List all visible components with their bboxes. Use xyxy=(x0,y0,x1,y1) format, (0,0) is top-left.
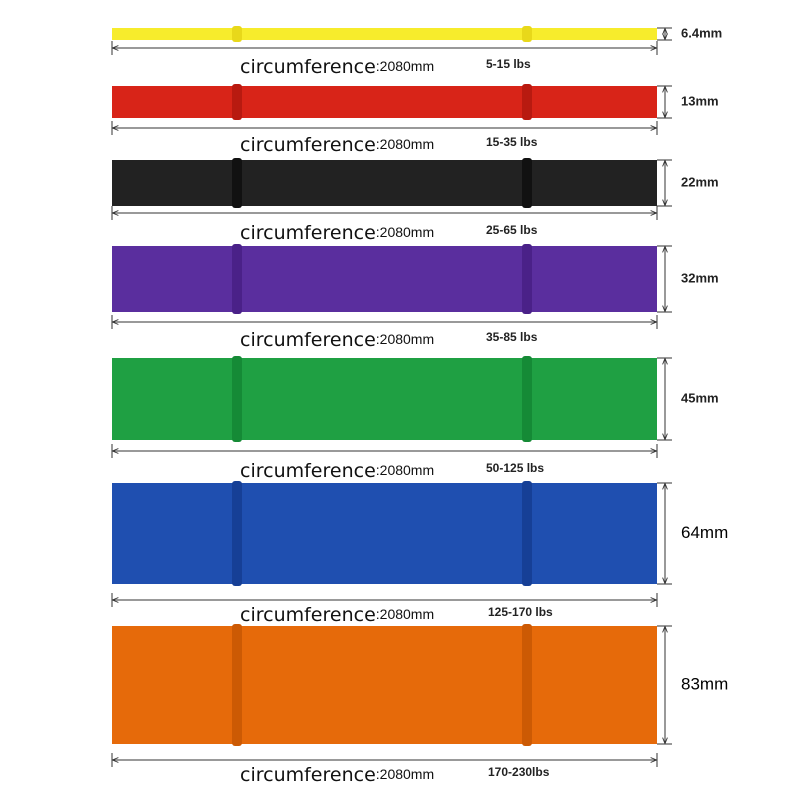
circumference-text: circumference:2080mm xyxy=(240,134,434,156)
band-clasp xyxy=(522,356,532,442)
band-clasp xyxy=(522,158,532,208)
band-clasp xyxy=(232,84,242,120)
band-body xyxy=(112,483,657,584)
band-body xyxy=(112,28,657,40)
circumference-label: circumference xyxy=(240,460,376,482)
band xyxy=(112,624,657,746)
circumference-label: circumference xyxy=(240,56,376,78)
circumference-label: circumference xyxy=(240,764,376,786)
circumference-label: circumference xyxy=(240,604,376,626)
band xyxy=(112,26,657,42)
band-body xyxy=(112,246,657,312)
circumference-value: :2080mm xyxy=(376,462,434,478)
resistance-label: 35-85 lbs xyxy=(486,330,538,344)
resistance-label: 50-125 lbs xyxy=(486,461,544,475)
circumference-text: circumference:2080mm xyxy=(240,329,434,351)
circumference-value: :2080mm xyxy=(376,224,434,240)
band xyxy=(112,481,657,586)
circumference-value: :2080mm xyxy=(376,136,434,152)
resistance-label: 5-15 lbs xyxy=(486,57,531,71)
thickness-label: 22mm xyxy=(681,174,719,189)
band-body xyxy=(112,626,657,744)
circumference-label: circumference xyxy=(240,134,376,156)
band-body xyxy=(112,358,657,440)
thickness-label: 45mm xyxy=(681,390,719,405)
circumference-label: circumference xyxy=(240,222,376,244)
circumference-value: :2080mm xyxy=(376,331,434,347)
band-clasp xyxy=(232,26,242,42)
band-clasp xyxy=(522,84,532,120)
resistance-label: 25-65 lbs xyxy=(486,223,538,237)
band-clasp xyxy=(232,158,242,208)
band xyxy=(112,356,657,442)
circumference-text: circumference:2080mm xyxy=(240,460,434,482)
resistance-label: 15-35 lbs xyxy=(486,135,538,149)
band xyxy=(112,84,657,120)
band-clasp xyxy=(232,356,242,442)
band-body xyxy=(112,86,657,118)
resistance-label: 170-230lbs xyxy=(488,765,550,779)
band-clasp xyxy=(522,244,532,314)
band-clasp xyxy=(522,481,532,586)
band xyxy=(112,158,657,208)
circumference-value: :2080mm xyxy=(376,766,434,782)
thickness-label: 83mm xyxy=(681,674,728,693)
thickness-label: 32mm xyxy=(681,270,719,285)
band-clasp xyxy=(522,26,532,42)
circumference-text: circumference:2080mm xyxy=(240,56,434,78)
circumference-value: :2080mm xyxy=(376,606,434,622)
circumference-label: circumference xyxy=(240,329,376,351)
band xyxy=(112,244,657,314)
circumference-text: circumference:2080mm xyxy=(240,764,434,786)
thickness-label: 64mm xyxy=(681,523,728,542)
thickness-label: 6.4mm xyxy=(681,25,722,40)
band-clasp xyxy=(232,481,242,586)
band-body xyxy=(112,160,657,206)
thickness-label: 13mm xyxy=(681,93,719,108)
band-clasp xyxy=(232,244,242,314)
circumference-text: circumference:2080mm xyxy=(240,604,434,626)
band-clasp xyxy=(522,624,532,746)
circumference-text: circumference:2080mm xyxy=(240,222,434,244)
circumference-value: :2080mm xyxy=(376,58,434,74)
resistance-label: 125-170 lbs xyxy=(488,605,553,619)
band-clasp xyxy=(232,624,242,746)
